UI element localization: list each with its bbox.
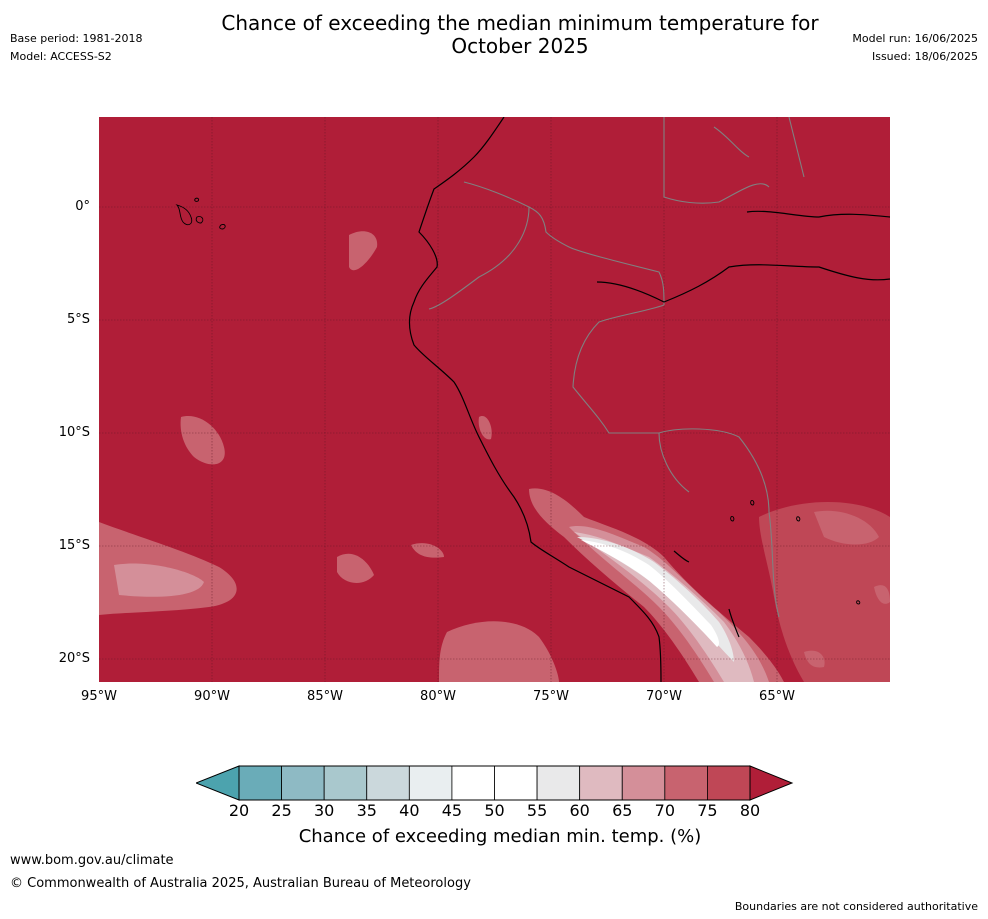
colorbar-cell xyxy=(238,765,282,801)
colorbar-tick-label: 30 xyxy=(313,801,335,820)
islands xyxy=(175,197,861,605)
graticule xyxy=(99,117,890,682)
lon-tick-95w: 95°W xyxy=(81,689,117,704)
lat-tick-0: 0° xyxy=(75,199,90,214)
colorbar-label: Chance of exceeding median min. temp. (%… xyxy=(298,826,702,847)
colorbar xyxy=(196,765,794,801)
colorbar-cell xyxy=(664,765,708,801)
coastlines xyxy=(408,117,890,682)
forecast-map xyxy=(99,117,890,682)
model-run-text: Model run: 16/06/2025 xyxy=(852,32,978,45)
colorbar-tick-label: 75 xyxy=(697,801,718,820)
lon-tick-75w: 75°W xyxy=(533,689,569,704)
lat-tick-10s: 10°S xyxy=(58,425,90,440)
probability-shading xyxy=(99,231,890,682)
colorbar-tick-label: 45 xyxy=(441,801,463,820)
lat-tick-5s: 5°S xyxy=(66,312,90,327)
colorbar-tick-label: 80 xyxy=(739,801,761,820)
lon-tick-85w: 85°W xyxy=(307,689,343,704)
meta-left: Base period: 1981-2018 Model: ACCESS-S2 xyxy=(10,32,142,68)
lat-tick-15s: 15°S xyxy=(58,538,90,553)
lon-tick-90w: 90°W xyxy=(194,689,230,704)
title-line-1: Chance of exceeding the median minimum t… xyxy=(221,11,819,35)
colorbar-tick-label: 40 xyxy=(399,801,420,820)
colorbar-cell xyxy=(281,765,325,801)
disclaimer-text: Boundaries are not considered authoritat… xyxy=(734,900,978,913)
title-line-2: October 2025 xyxy=(451,34,589,58)
colorbar-cell xyxy=(621,765,666,801)
website-link[interactable]: www.bom.gov.au/climate xyxy=(10,853,174,868)
colorbar-cell xyxy=(579,765,623,801)
colorbar-tick-label: 35 xyxy=(356,801,377,820)
copyright-text: © Commonwealth of Australia 2025, Austra… xyxy=(10,876,471,891)
colorbar-tick-label: 70 xyxy=(654,801,675,820)
issued-text: Issued: 18/06/2025 xyxy=(871,50,978,63)
lat-tick-20s: 20°S xyxy=(58,651,90,666)
colorbar-tick-label: 55 xyxy=(526,801,548,820)
colorbar-cell xyxy=(707,765,751,801)
model-text: Model: ACCESS-S2 xyxy=(10,50,112,63)
meta-right: Model run: 16/06/2025 Issued: 18/06/2025 xyxy=(852,32,978,68)
base-period-text: Base period: 1981-2018 xyxy=(10,32,143,45)
colorbar-under-arrow xyxy=(196,765,240,801)
colorbar-tick-label: 60 xyxy=(569,801,590,820)
colorbar-tick-label: 50 xyxy=(484,801,505,820)
colorbar-cell xyxy=(494,765,538,801)
colorbar-tick-label: 25 xyxy=(271,801,292,820)
lon-tick-80w: 80°W xyxy=(420,689,456,704)
lon-tick-70w: 70°W xyxy=(646,689,682,704)
colorbar-tick-label: 20 xyxy=(228,801,250,820)
colorbar-tick-label: 65 xyxy=(612,801,633,820)
colorbar-over-arrow xyxy=(749,765,794,801)
colorbar-cell xyxy=(366,765,410,801)
colorbar-frame xyxy=(238,765,751,801)
colorbar-cell xyxy=(408,765,453,801)
colorbar-cell xyxy=(323,765,368,801)
map-title: Chance of exceeding the median minimum t… xyxy=(0,12,988,58)
colorbar-cell xyxy=(536,765,581,801)
colorbar-cell xyxy=(451,765,495,801)
colorbar-cells xyxy=(238,765,751,801)
country-borders xyxy=(428,117,805,618)
lon-tick-65w: 65°W xyxy=(759,689,795,704)
